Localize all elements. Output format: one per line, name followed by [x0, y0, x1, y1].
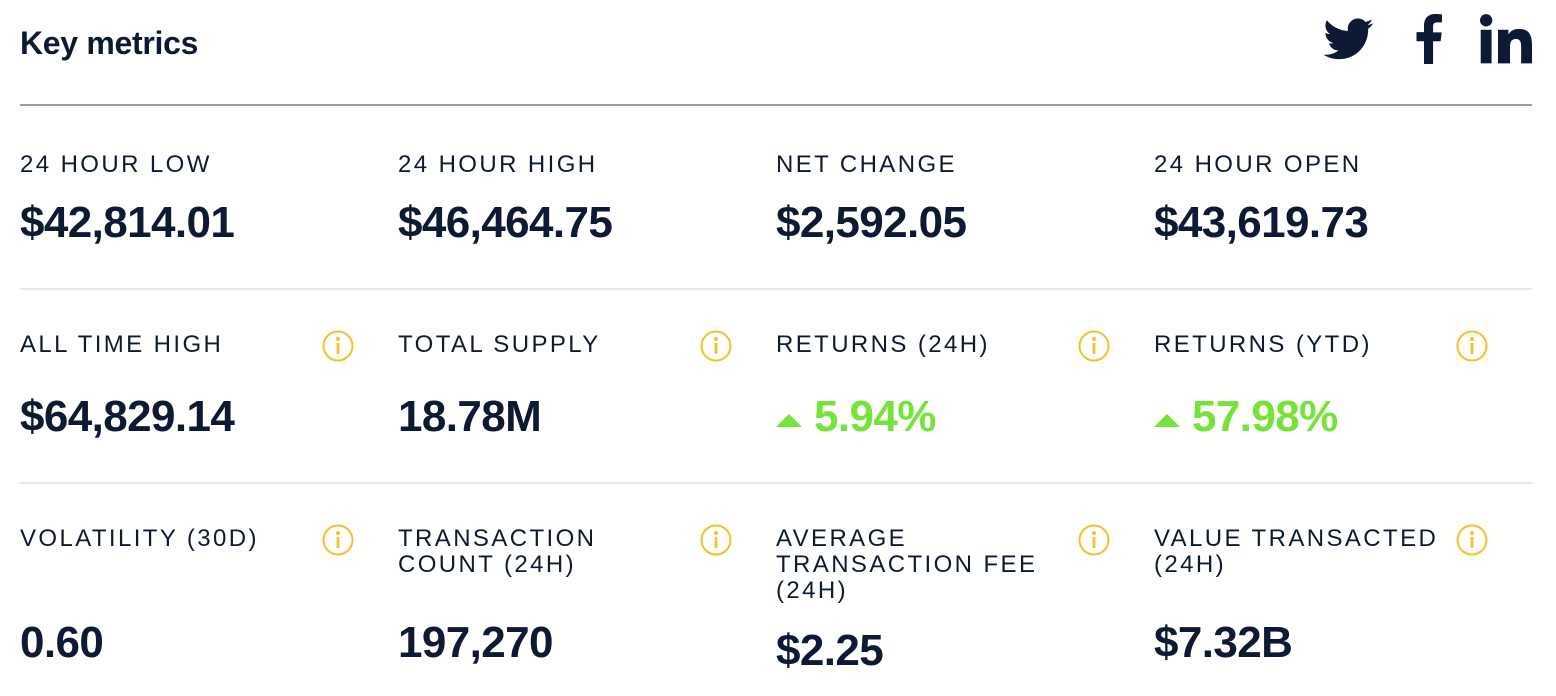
linkedin-icon [1480, 14, 1532, 64]
metric-label: AVERAGE TRANSACTION FEE (24H) [776, 525, 1038, 604]
metric-label: TRANSACTION COUNT (24H) [398, 525, 597, 578]
metric-value: $64,829.14 [20, 392, 235, 441]
metric-value: $43,619.73 [1154, 198, 1369, 247]
metrics-row-1: 24 HOUR LOW $42,814.01 24 HOUR HIGH $46,… [20, 106, 1532, 290]
info-icon[interactable] [1456, 330, 1488, 362]
metric-value: $2,592.05 [776, 198, 967, 247]
metrics-header: Key metrics [20, 0, 1532, 106]
metric-value: $2.25 [776, 626, 884, 675]
info-icon[interactable] [1078, 330, 1110, 362]
section-title: Key metrics [20, 25, 199, 61]
metric-value-transacted: VALUE TRANSACTED (24H) $7.32B [1154, 484, 1494, 696]
info-icon[interactable] [700, 330, 732, 362]
metric-value-text: 5.94% [814, 392, 936, 441]
metric-transaction-count: TRANSACTION COUNT (24H) 197,270 [398, 484, 738, 696]
info-icon[interactable] [322, 524, 354, 556]
metric-value: 5.94% [776, 392, 936, 442]
facebook-share-button[interactable] [1414, 14, 1444, 66]
metric-24h-high: 24 HOUR HIGH $46,464.75 [398, 106, 738, 288]
info-icon[interactable] [1456, 524, 1488, 556]
metric-average-transaction-fee: AVERAGE TRANSACTION FEE (24H) $2.25 [776, 484, 1116, 696]
trend-up-icon [1154, 414, 1180, 427]
metric-label: 24 HOUR OPEN [1154, 151, 1362, 178]
metric-value: $42,814.01 [20, 198, 235, 247]
metric-net-change: NET CHANGE $2,592.05 [776, 106, 1116, 288]
info-icon[interactable] [700, 524, 732, 556]
metric-all-time-high: ALL TIME HIGH $64,829.14 [20, 290, 360, 482]
trend-up-icon [776, 414, 802, 427]
metric-label: RETURNS (24H) [776, 331, 990, 358]
info-icon[interactable] [322, 330, 354, 362]
metric-label: 24 HOUR HIGH [398, 151, 598, 178]
metrics-row-3: VOLATILITY (30D) 0.60 TRANSACTION COUNT … [20, 484, 1532, 696]
linkedin-share-button[interactable] [1480, 14, 1532, 66]
metric-label: TOTAL SUPPLY [398, 331, 601, 358]
metric-24h-low: 24 HOUR LOW $42,814.01 [20, 106, 360, 288]
metric-value: 0.60 [20, 618, 104, 667]
metric-label: ALL TIME HIGH [20, 331, 224, 358]
metric-returns-ytd: RETURNS (YTD) 57.98% [1154, 290, 1494, 482]
twitter-share-button[interactable] [1324, 14, 1374, 66]
metric-value: $46,464.75 [398, 198, 613, 247]
metric-24h-open: 24 HOUR OPEN $43,619.73 [1154, 106, 1494, 288]
metric-label: RETURNS (YTD) [1154, 331, 1372, 358]
metric-label: NET CHANGE [776, 151, 957, 178]
metric-value: 57.98% [1154, 392, 1338, 442]
info-icon[interactable] [1078, 524, 1110, 556]
metric-returns-24h: RETURNS (24H) 5.94% [776, 290, 1116, 482]
metric-value-text: 57.98% [1192, 392, 1338, 441]
metric-label: 24 HOUR LOW [20, 151, 212, 178]
facebook-icon [1416, 14, 1442, 64]
metric-value: 197,270 [398, 618, 553, 667]
metrics-row-2: ALL TIME HIGH $64,829.14 TOTAL SUPPLY 18… [20, 290, 1532, 484]
metric-value: $7.32B [1154, 618, 1293, 667]
metric-total-supply: TOTAL SUPPLY 18.78M [398, 290, 738, 482]
metric-label: VOLATILITY (30D) [20, 525, 259, 552]
twitter-icon [1324, 18, 1374, 60]
metric-label: VALUE TRANSACTED (24H) [1154, 525, 1439, 578]
metric-volatility-30d: VOLATILITY (30D) 0.60 [20, 484, 360, 696]
metric-value: 18.78M [398, 392, 542, 441]
